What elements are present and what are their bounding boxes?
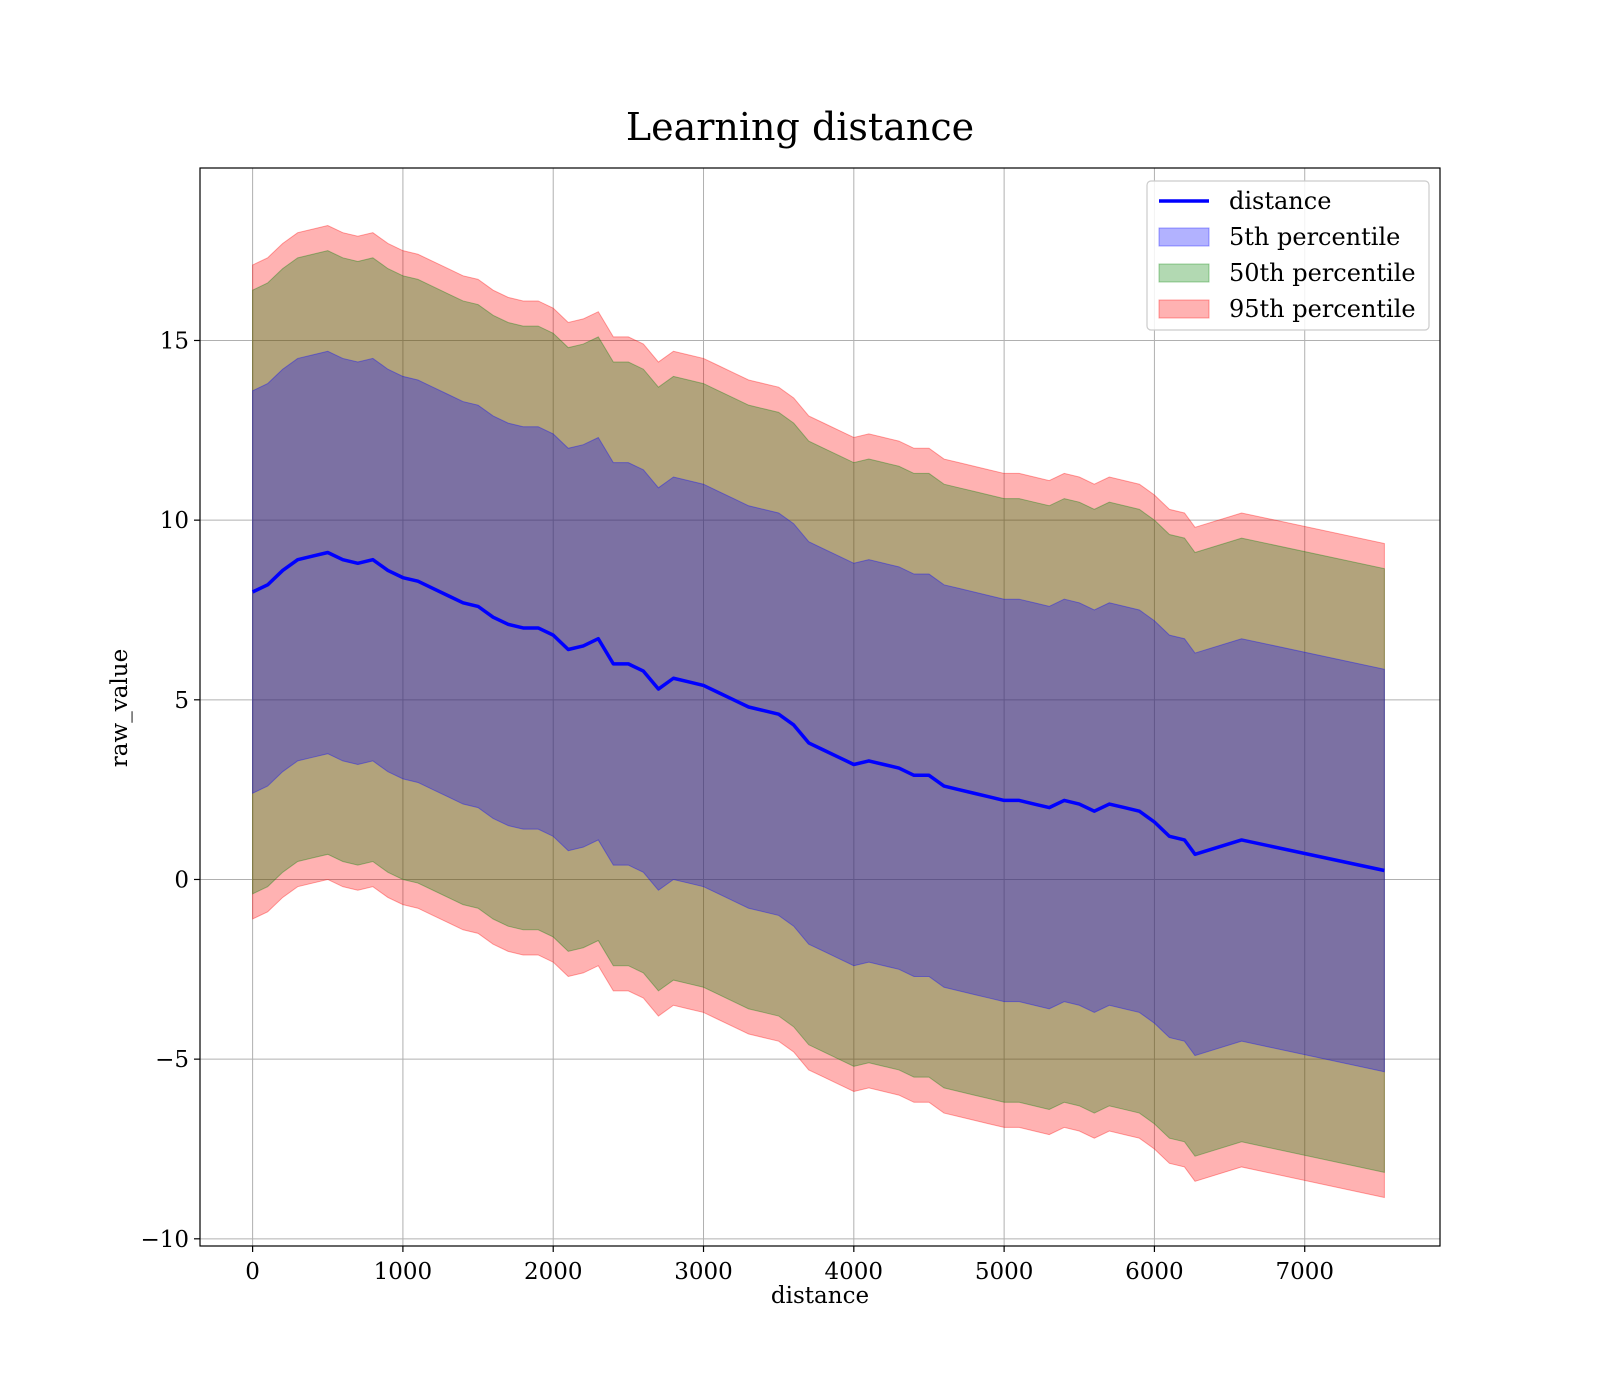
x-tick-label: 3000 <box>674 1259 733 1285</box>
legend-swatch-95th-percentile <box>1158 299 1210 319</box>
band-95th-percentile <box>252 224 1385 1199</box>
band-5th-percentile <box>252 350 1385 1073</box>
y-tick-label: −10 <box>140 1227 189 1253</box>
x-tick-label: 6000 <box>1125 1259 1184 1285</box>
legend-label-distance: distance <box>1229 187 1331 215</box>
legend-box <box>1146 180 1430 331</box>
chart-title: Learning distance <box>626 105 974 149</box>
y-axis-label: raw_value <box>107 649 133 767</box>
x-tick-label: 2000 <box>524 1259 583 1285</box>
legend-swatch-50th-percentile <box>1158 263 1210 283</box>
legend-label-5th-percentile: 5th percentile <box>1229 223 1400 251</box>
band-50th-percentile <box>252 250 1385 1173</box>
plot-frame <box>199 167 1441 1247</box>
grid-layer <box>200 168 1440 1246</box>
y-tick-label: 0 <box>174 867 189 893</box>
legend-label-95th-percentile: 95th percentile <box>1229 295 1416 323</box>
legend: distance 5th percentile 50th percentile 95t… <box>1146 180 1430 331</box>
x-tick-label: 7000 <box>1275 1259 1334 1285</box>
band-layer <box>252 224 1385 1199</box>
x-tick-label: 1000 <box>374 1259 433 1285</box>
tick-layer: 0 1000 2000 3000 4000 5000 6000 7000 −10 −5 0 5 10 15 <box>140 328 1334 1285</box>
legend-swatch-5th-percentile <box>1158 227 1210 247</box>
legend-label-50th-percentile: 50th percentile <box>1229 259 1416 287</box>
line-layer <box>251 550 1385 873</box>
y-tick-label: 15 <box>160 328 189 354</box>
series-line-distance <box>251 550 1385 873</box>
y-tick-label: −5 <box>155 1047 189 1073</box>
y-tick-label: 10 <box>160 508 189 534</box>
x-axis-label: distance <box>771 1283 869 1309</box>
x-tick-label: 5000 <box>975 1259 1034 1285</box>
x-tick-label: 4000 <box>825 1259 884 1285</box>
x-tick-label: 0 <box>245 1259 260 1285</box>
y-tick-label: 5 <box>174 688 189 714</box>
